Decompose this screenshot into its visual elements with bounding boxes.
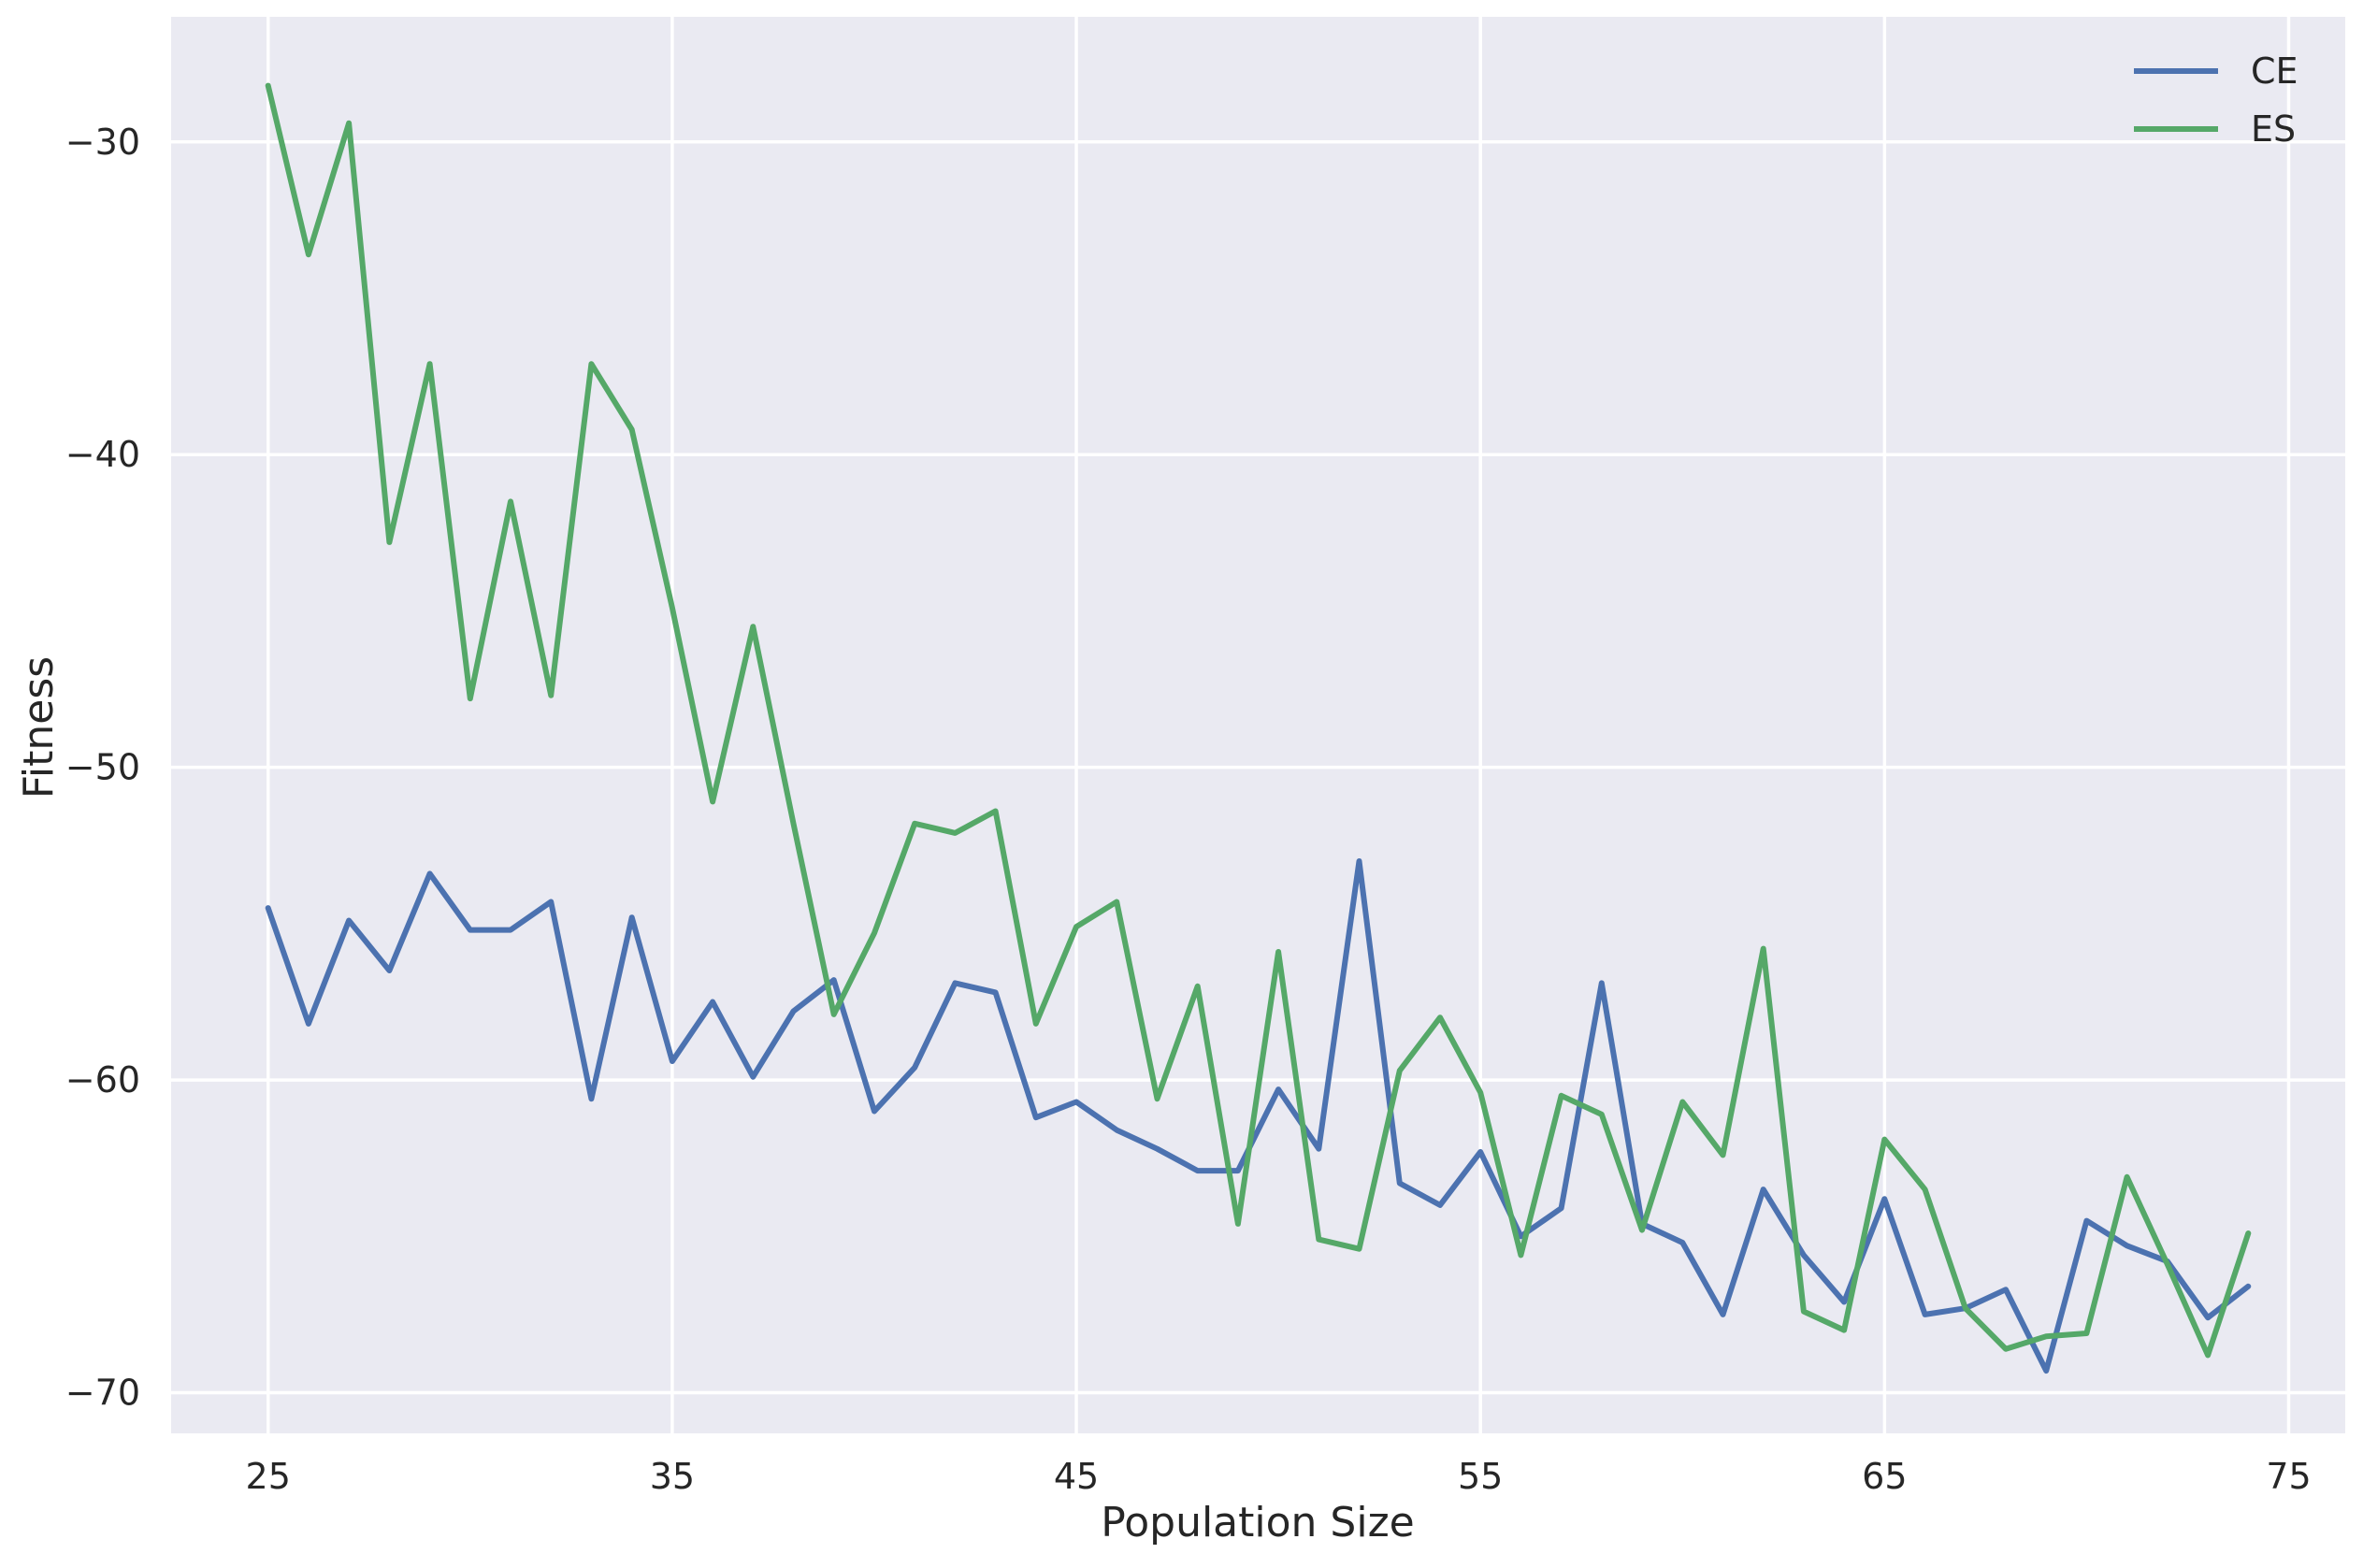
- legend: CE ES: [2134, 50, 2298, 150]
- y-tick-labels: −30 −40 −50 −60 −70: [65, 122, 140, 1414]
- plot-area: [171, 17, 2345, 1433]
- y-tick-label: −50: [65, 747, 140, 788]
- y-tick-label: −30: [65, 122, 140, 163]
- y-axis-label: Fitness: [15, 656, 63, 798]
- y-tick-label: −60: [65, 1059, 140, 1100]
- y-tick-label: −70: [65, 1373, 140, 1414]
- x-tick-label: 35: [650, 1456, 695, 1497]
- series-line-ce: [265, 858, 2252, 1374]
- series-line-es: [265, 82, 2252, 1359]
- x-tick-label: 55: [1458, 1456, 1503, 1497]
- legend-label-es: ES: [2251, 108, 2296, 150]
- legend-label-ce: CE: [2251, 50, 2298, 92]
- x-tick-label: 75: [2266, 1456, 2311, 1497]
- x-tick-label: 25: [246, 1456, 291, 1497]
- x-tick-label: 45: [1054, 1456, 1099, 1497]
- y-tick-label: −40: [65, 434, 140, 475]
- x-tick-labels: 25 35 45 55 65 75: [246, 1456, 2312, 1497]
- x-axis-label: Population Size: [1101, 1499, 1414, 1546]
- series-lines: [265, 82, 2252, 1374]
- x-tick-label: 65: [1862, 1456, 1907, 1497]
